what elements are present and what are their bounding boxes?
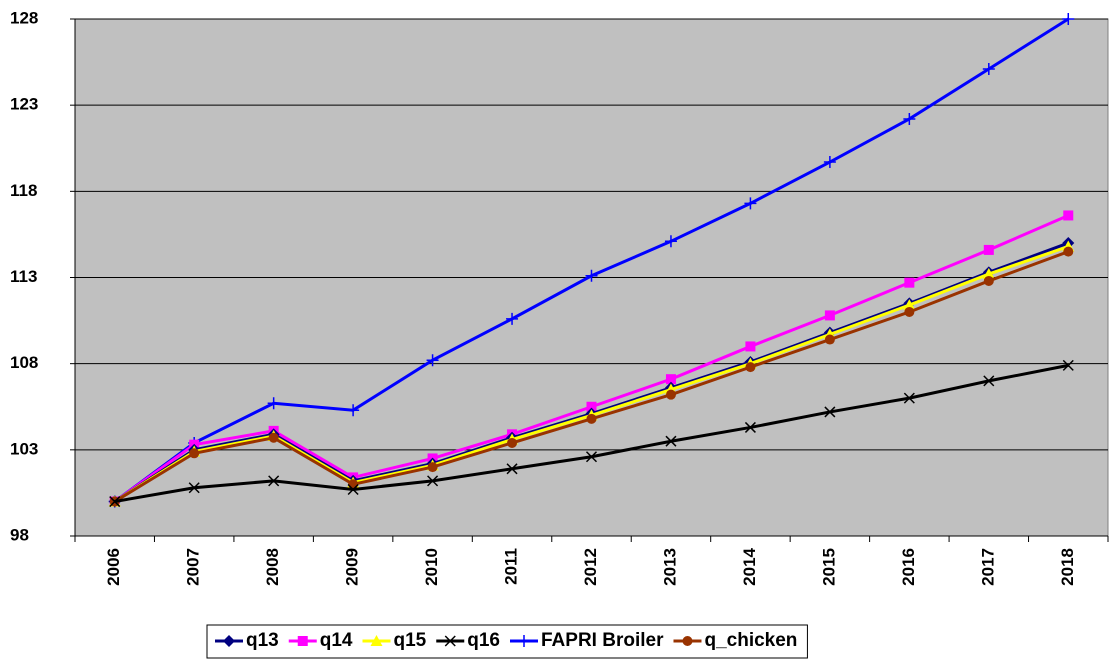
x-tick-label: 2013 [660,548,679,586]
x-tick-label: 2010 [422,548,441,586]
marker [665,389,676,400]
x-tick-label: 2012 [581,548,600,586]
marker [745,341,756,352]
marker [983,244,994,255]
marker [665,435,677,447]
y-tick-label: 123 [10,95,38,114]
marker [444,635,456,647]
y-tick-label: 128 [10,8,38,27]
x-tick-label: 2008 [263,548,282,586]
marker [983,375,995,387]
marker [904,277,915,288]
y-tick-label: 108 [10,353,38,372]
marker [903,112,916,125]
marker [904,306,915,317]
marker [268,432,279,443]
marker [347,483,359,496]
marker [427,475,439,487]
marker [518,635,530,647]
marker [370,635,383,646]
marker [586,413,597,424]
marker [188,482,200,494]
legend-label: q15 [394,630,427,651]
marker [1063,210,1074,221]
legend-label: q16 [467,630,500,651]
marker [585,451,598,463]
marker [347,404,360,417]
marker [507,437,518,448]
marker [983,275,994,286]
marker [824,310,835,321]
marker [745,362,756,373]
marker [824,334,835,345]
marker [297,636,308,646]
x-tick-label: 2016 [899,548,918,586]
marker [586,401,597,412]
marker [903,392,915,404]
marker [823,156,836,169]
x-tick-label: 2018 [1058,548,1077,586]
legend-label: q13 [246,630,279,651]
x-tick-label: 2015 [819,548,838,586]
marker [223,635,235,647]
legend-label: q_chicken [704,630,797,651]
marker [664,235,677,248]
marker [1062,13,1075,25]
marker [982,268,995,280]
x-tick-label: 2017 [978,548,997,586]
marker [1063,246,1074,257]
marker [744,421,756,433]
marker [506,312,519,325]
marker [903,299,916,311]
y-tick-label: 113 [10,267,37,286]
marker [427,462,438,473]
x-tick-label: 2007 [184,548,203,586]
marker [506,463,518,475]
x-tick-label: 2006 [104,548,123,586]
x-tick-label: 2011 [502,548,521,585]
marker [109,496,121,508]
x-tick-label: 2009 [343,548,362,586]
marker [744,197,757,210]
marker [268,475,280,487]
legend-label: FAPRI Broiler [541,630,664,651]
marker [426,354,439,367]
marker [665,374,676,385]
y-tick-label: 118 [10,181,37,200]
marker [682,636,693,646]
legend-label: q14 [320,630,353,651]
marker [1062,359,1074,371]
y-tick-label: 98 [10,525,29,544]
marker [189,448,200,459]
marker [982,62,995,75]
marker [585,269,598,282]
marker [824,406,836,418]
marker [267,397,280,410]
legend: q13 q14 q15 q16 FAPRI Broiler q_chicken [206,624,808,659]
x-tick-label: 2014 [740,547,759,585]
y-tick-label: 103 [10,439,38,458]
